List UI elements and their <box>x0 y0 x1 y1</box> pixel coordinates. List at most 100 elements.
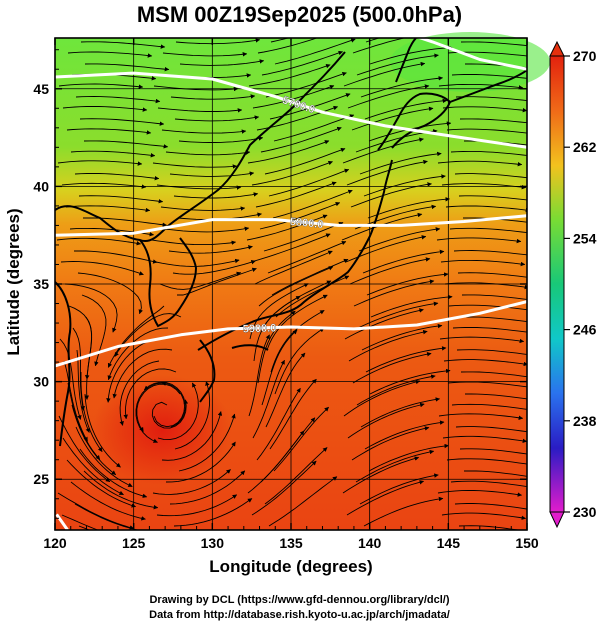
streamline <box>446 458 527 467</box>
streamline <box>265 71 347 98</box>
streamline <box>259 202 341 230</box>
streamline <box>135 382 164 443</box>
streamline <box>249 283 309 340</box>
coastline-asia-mainland <box>55 51 346 242</box>
streamline <box>460 371 527 378</box>
y-axis: 25 30 35 40 45 <box>33 49 527 519</box>
streamline <box>342 456 420 494</box>
colorbar-tick-label: 270 <box>573 48 597 64</box>
streamline <box>440 259 526 267</box>
height-contour <box>55 71 527 149</box>
streamline <box>56 237 142 246</box>
height-contour <box>55 513 69 530</box>
credit-data: Data from http://database.rish.kyoto-u.a… <box>149 609 450 621</box>
streamline <box>365 346 447 373</box>
colorbar-tick-label: 230 <box>573 504 597 520</box>
streamline <box>275 275 350 318</box>
streamline <box>82 217 168 227</box>
streamline <box>66 128 152 135</box>
streamline <box>359 473 439 505</box>
streamline <box>355 449 435 483</box>
streamline <box>83 470 159 510</box>
streamline <box>78 195 164 204</box>
streamline <box>264 147 346 175</box>
streamline <box>169 470 246 505</box>
streamline <box>57 160 143 166</box>
streamline <box>347 402 425 439</box>
colorbar: 270 262 254 246 238 230 <box>549 40 597 529</box>
streamline <box>62 106 148 112</box>
streamline <box>367 196 450 219</box>
streamline <box>357 301 439 329</box>
height-contour <box>55 214 527 237</box>
colorbar-tick-label: 238 <box>573 413 597 429</box>
streamline <box>446 128 527 136</box>
x-tick-label: 125 <box>122 535 146 551</box>
streamline <box>465 393 527 400</box>
streamline <box>459 118 527 124</box>
streamline <box>447 381 527 388</box>
x-tick-label: 145 <box>437 535 461 551</box>
streamline <box>58 83 144 89</box>
streamline <box>70 481 146 521</box>
streamline <box>75 96 161 104</box>
streamline <box>359 151 442 175</box>
streamline <box>255 181 337 208</box>
streamline <box>168 245 253 254</box>
streamline <box>119 360 160 426</box>
streamline <box>179 59 265 66</box>
x-tick-label: 150 <box>515 535 539 551</box>
streamline <box>248 63 331 87</box>
streamline <box>265 352 306 428</box>
streamline <box>274 38 356 65</box>
streamline <box>348 330 428 362</box>
streamline <box>273 114 355 142</box>
streamline <box>346 159 428 186</box>
streamline <box>466 316 527 323</box>
streamline <box>74 503 140 530</box>
streamline <box>80 372 103 452</box>
streamline <box>356 374 436 406</box>
streamline <box>165 441 236 483</box>
streamline <box>64 283 118 333</box>
coastline-kyushu <box>199 339 216 403</box>
streamline <box>436 237 522 244</box>
streamline <box>70 150 156 158</box>
low-pressure-cell <box>92 375 232 485</box>
y-tick-label: 35 <box>33 276 49 292</box>
streamline <box>438 83 524 90</box>
streamline <box>361 323 443 351</box>
streamline <box>352 38 407 54</box>
streamline <box>164 226 250 233</box>
streamline <box>343 379 421 417</box>
streamline <box>63 360 88 442</box>
streamline <box>123 368 177 420</box>
streamline <box>80 41 166 49</box>
streamline <box>352 352 432 384</box>
streamline <box>458 525 522 530</box>
streamline <box>84 393 121 468</box>
streamline <box>161 129 247 134</box>
y-tick-label: 25 <box>33 471 49 487</box>
coastline-shikoku <box>231 344 269 351</box>
streamline <box>459 448 527 455</box>
colorbar-tick-label: 254 <box>573 230 597 246</box>
coastline-korea <box>139 237 198 328</box>
streamline <box>60 261 144 276</box>
streamline <box>251 460 317 516</box>
streamline <box>58 415 111 483</box>
streamline <box>369 368 451 395</box>
streamline <box>153 85 239 92</box>
streamline <box>455 426 527 433</box>
streamline <box>178 413 236 472</box>
streamline <box>151 399 189 429</box>
chart-title: MSM 00Z19Sep2025 (500.0hPa) <box>136 2 463 27</box>
streamline <box>344 308 424 340</box>
streamline <box>462 217 527 223</box>
streamline <box>263 221 344 252</box>
streamline <box>454 503 527 510</box>
streamline <box>72 327 85 411</box>
streamline <box>437 160 523 167</box>
streamline <box>356 53 439 76</box>
y-axis-label: Latitude (degrees) <box>4 208 23 356</box>
